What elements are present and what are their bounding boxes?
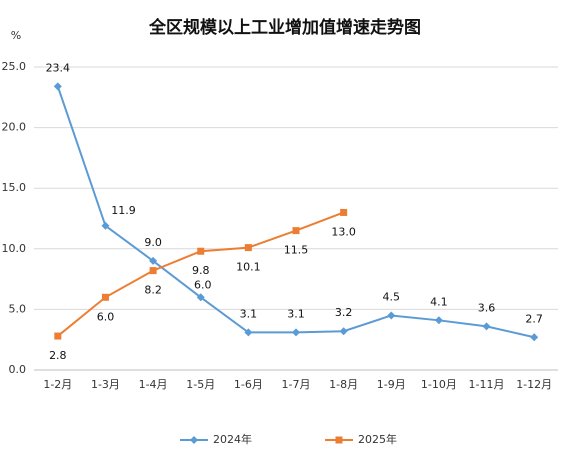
marker [54,332,62,340]
legend-label: 2025年 [358,432,397,446]
data-label: 11.5 [284,244,309,257]
marker [335,436,343,444]
chart-title: 全区规模以上工业增加值增速走势图 [148,17,421,38]
x-tick-label: 1-9月 [377,378,406,391]
legend-label: 2024年 [213,432,252,446]
x-tick-label: 1-6月 [234,378,263,391]
data-label: 3.1 [287,307,305,320]
marker [196,293,205,302]
data-label: 13.0 [331,225,356,238]
data-label: 23.4 [46,61,71,74]
y-tick-label: 25.0 [2,60,27,73]
data-label: 2.8 [49,349,67,362]
data-label: 2.7 [525,312,543,325]
x-tick-label: 1-4月 [139,378,168,391]
marker [387,311,396,320]
marker [482,322,491,331]
marker [434,316,443,325]
data-label: 6.0 [97,310,115,323]
data-label: 9.8 [192,264,210,277]
marker [101,221,110,230]
marker [340,208,348,216]
marker [292,328,300,337]
marker [292,227,300,235]
marker [339,327,348,336]
data-label: 3.2 [335,306,353,319]
data-label: 11.9 [111,204,136,217]
data-label: 8.2 [144,284,162,297]
x-tick-label: 1-8月 [329,378,358,391]
y-tick-label: 20.0 [2,121,27,134]
x-tick-label: 1-5月 [186,378,215,391]
marker [101,293,109,301]
x-tick-label: 1-10月 [421,378,457,391]
data-label: 9.0 [144,236,162,249]
x-tick-label: 1-11月 [469,378,505,391]
data-label: 3.6 [478,301,496,314]
data-label: 3.1 [240,307,258,320]
marker [149,267,157,275]
marker [190,436,198,444]
marker [244,328,253,337]
x-tick-label: 1-12月 [516,378,552,391]
y-unit: % [11,29,21,42]
y-tick-label: 5.0 [9,302,27,315]
marker [149,256,158,265]
marker [53,82,62,91]
y-tick-label: 10.0 [2,242,27,255]
marker [530,333,539,342]
marker [244,244,252,252]
y-tick-label: 15.0 [2,181,27,194]
x-tick-label: 1-3月 [91,378,120,391]
data-label: 4.5 [383,290,401,303]
marker [197,247,205,255]
x-tick-label: 1-2月 [43,378,72,391]
y-tick-label: 0.0 [9,363,27,376]
x-tick-label: 1-7月 [282,378,311,391]
data-label: 10.1 [236,261,261,274]
data-label: 4.1 [430,295,448,308]
data-label: 6.0 [194,278,212,291]
